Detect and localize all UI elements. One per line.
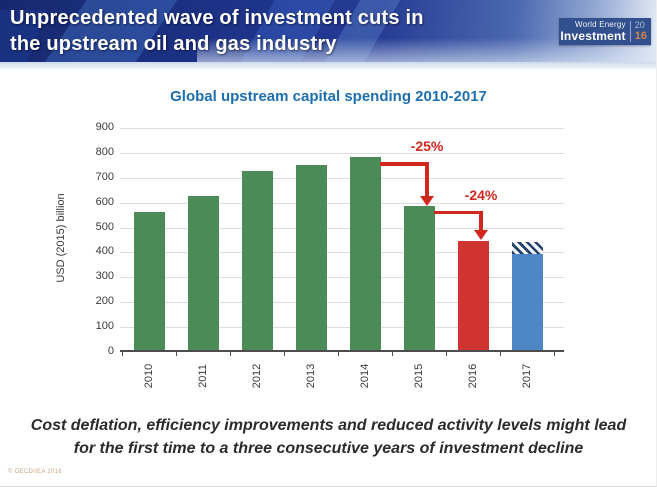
annotation-arrow-horizontal — [433, 210, 483, 215]
footer-line1: Cost deflation, efficiency improvements … — [30, 417, 627, 434]
x-axis-tick — [230, 352, 231, 356]
x-axis-label-2011: 2011 — [197, 364, 209, 388]
y-axis-tick-label: 700 — [95, 170, 114, 183]
annotation-label: -24% — [464, 186, 498, 203]
x-axis-label-2014: 2014 — [359, 363, 371, 389]
banner-fade — [0, 62, 656, 71]
slide-title: Unprecedented wave of investment cuts in… — [10, 5, 424, 57]
gridline — [120, 202, 564, 204]
gridline — [120, 327, 564, 329]
gridline — [120, 152, 564, 154]
y-axis-tick-label: 100 — [95, 320, 114, 333]
annotation-arrow-vertical — [425, 162, 429, 197]
annotation-arrow-vertical — [479, 210, 483, 232]
bar-2012 — [241, 170, 273, 350]
y-axis-tick-label: 400 — [95, 245, 114, 258]
bar-2017 — [511, 251, 543, 350]
logo-text: World Energy Investment — [560, 20, 629, 43]
slide-title-line2: the upstream oil and gas industry — [10, 33, 337, 55]
x-axis-tick — [176, 352, 177, 356]
footer-message: Cost deflation, efficiency improvements … — [0, 414, 656, 460]
slide-title-line1: Unprecedented wave of investment cuts in — [10, 7, 424, 29]
x-axis-tick — [554, 352, 555, 356]
bar-2010 — [133, 211, 165, 350]
gridline — [120, 302, 564, 304]
copyright-note: © OECD/IEA 2016 — [8, 469, 62, 475]
logo-line1: World Energy — [575, 20, 626, 29]
bar-2017-hatched-cap — [511, 242, 543, 254]
bar-2016 — [457, 240, 489, 350]
x-axis-label-2013: 2013 — [305, 363, 317, 389]
x-axis-label-2016: 2016 — [467, 363, 479, 389]
gridline — [120, 252, 564, 254]
footer-line2: for the first time to a three consecutiv… — [73, 440, 584, 457]
annotation-arrowhead — [420, 195, 434, 206]
chart-title: Global upstream capital spending 2010-20… — [170, 88, 487, 105]
x-axis-tick — [392, 352, 393, 356]
y-axis-tick-label: 600 — [95, 195, 114, 208]
bar-2014 — [349, 157, 381, 350]
logo-line2: Investment — [560, 29, 626, 43]
y-axis-tick-label: 900 — [95, 121, 114, 133]
y-axis-tick-label: 200 — [95, 295, 114, 308]
bar-2011 — [187, 195, 219, 350]
logo-year-bottom: 16 — [634, 30, 647, 42]
annotation-arrowhead — [474, 230, 488, 241]
x-axis-tick — [122, 352, 123, 356]
x-axis-label-2010: 2010 — [143, 363, 155, 389]
world-energy-investment-logo: World Energy Investment 20 16 — [559, 18, 651, 45]
logo-year: 20 16 — [629, 20, 647, 42]
x-axis-tick — [500, 352, 501, 356]
x-axis-label-2017: 2017 — [521, 363, 533, 389]
logo-year-top: 20 — [634, 20, 645, 30]
gridline — [120, 227, 564, 229]
x-axis-tick — [338, 352, 339, 356]
bar-2015 — [403, 205, 435, 350]
x-axis-label-2012: 2012 — [251, 363, 263, 389]
y-axis-tick-label: 800 — [95, 145, 114, 158]
x-axis-tick — [446, 352, 447, 356]
gridline — [120, 128, 564, 129]
annotation-label: -25% — [410, 138, 444, 155]
y-axis-tick-label: 0 — [107, 345, 114, 357]
gridline — [120, 277, 564, 279]
x-axis-tick — [284, 352, 285, 356]
y-axis-tick-label: 300 — [95, 270, 114, 283]
plot-area: -25% -24% — [120, 128, 564, 356]
x-axis-label-2015: 2015 — [413, 363, 425, 389]
y-axis-label: USD (2015) billion — [55, 193, 67, 283]
annotation-arrow-horizontal — [379, 162, 429, 166]
gridline — [120, 177, 564, 179]
y-axis-tick-label: 500 — [95, 220, 114, 233]
bar-2013 — [295, 164, 327, 350]
